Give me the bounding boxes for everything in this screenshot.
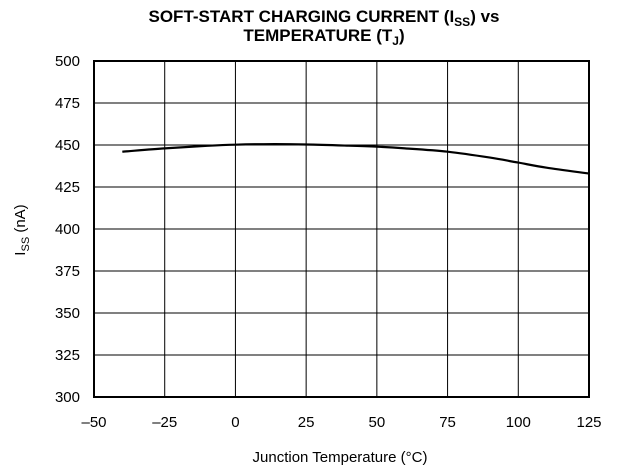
x-tick-label: –50 bbox=[81, 414, 106, 431]
x-tick-labels: –50 –25 0 25 50 75 100 125 bbox=[81, 414, 601, 431]
x-tick-label: 50 bbox=[369, 414, 386, 431]
chart-title-line2: TEMPERATURE (TJ) bbox=[243, 26, 404, 48]
chart-title-line2-sub: J bbox=[392, 34, 399, 48]
y-tick-label: 500 bbox=[55, 53, 80, 70]
y-axis-label-prefix: I bbox=[12, 252, 29, 256]
y-tick-label: 450 bbox=[55, 137, 80, 154]
x-tick-label: 100 bbox=[506, 414, 531, 431]
chart-title-line1-suffix: ) vs bbox=[470, 7, 499, 26]
x-tick-label: 125 bbox=[576, 414, 601, 431]
grid-lines bbox=[93, 60, 590, 398]
chart-title-line2-prefix: TEMPERATURE (T bbox=[243, 26, 393, 45]
y-axis-label: ISS (nA) bbox=[12, 204, 32, 255]
x-tick-label: –25 bbox=[152, 414, 177, 431]
chart-title-line2-suffix: ) bbox=[399, 26, 405, 45]
y-axis-label-suffix: (nA) bbox=[12, 204, 29, 237]
y-tick-label: 300 bbox=[55, 389, 80, 406]
x-tick-label: 0 bbox=[231, 414, 239, 431]
y-tick-label: 350 bbox=[55, 305, 80, 322]
y-tick-label: 375 bbox=[55, 263, 80, 280]
y-axis-label-sub: SS bbox=[20, 237, 32, 252]
y-tick-labels: 300 325 350 375 400 425 450 475 500 bbox=[55, 53, 80, 406]
chart-title-line1-prefix: SOFT-START CHARGING CURRENT (I bbox=[149, 7, 455, 26]
y-tick-label: 400 bbox=[55, 221, 80, 238]
y-tick-label: 425 bbox=[55, 179, 80, 196]
x-tick-label: 25 bbox=[298, 414, 315, 431]
x-axis-label: Junction Temperature (°C) bbox=[253, 449, 428, 466]
x-tick-label: 75 bbox=[439, 414, 456, 431]
y-tick-label: 475 bbox=[55, 95, 80, 112]
chart-title-line1: SOFT-START CHARGING CURRENT (ISS) vs bbox=[149, 7, 500, 29]
y-tick-label: 325 bbox=[55, 347, 80, 364]
series-layer bbox=[122, 143, 590, 175]
chart-title-line1-sub: SS bbox=[454, 15, 470, 29]
plot-area-border bbox=[93, 60, 590, 398]
series-line-0 bbox=[122, 143, 590, 175]
